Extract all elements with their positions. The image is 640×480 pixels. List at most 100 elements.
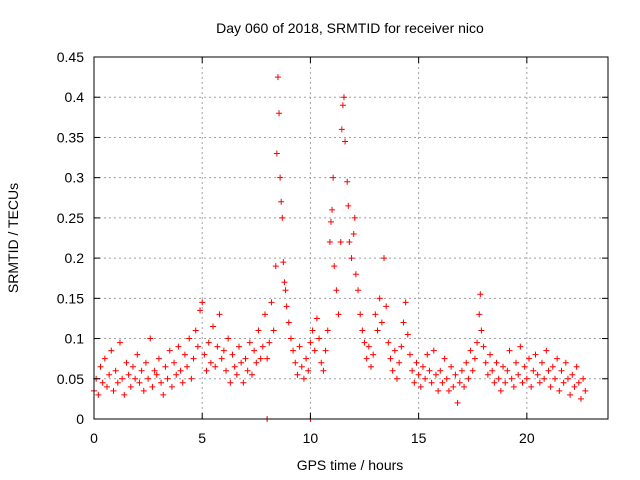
data-point [361, 339, 368, 346]
data-point [467, 347, 474, 354]
data-point [445, 387, 452, 394]
data-point [274, 74, 281, 81]
data-point [338, 126, 345, 133]
data-point [155, 355, 162, 362]
data-point [543, 347, 550, 354]
data-point [389, 367, 396, 374]
data-point [478, 327, 485, 334]
data-point [489, 367, 496, 374]
data-point [454, 399, 461, 406]
data-point [300, 375, 307, 382]
data-point [188, 375, 195, 382]
x-tick-label: 0 [90, 430, 98, 446]
data-point [463, 359, 470, 366]
data-point [123, 359, 130, 366]
grid-layer [94, 57, 608, 419]
data-point [476, 311, 483, 318]
data-point [519, 379, 526, 386]
data-point [372, 311, 379, 318]
data-point [305, 367, 312, 374]
x-tick-label: 20 [519, 430, 535, 446]
data-point [461, 383, 468, 390]
data-point [348, 255, 355, 262]
data-point [303, 355, 310, 362]
y-tick-label: 0.1 [65, 331, 85, 347]
x-tick-label: 10 [303, 430, 319, 446]
data-point [101, 355, 108, 362]
data-point [106, 371, 113, 378]
data-point [432, 371, 439, 378]
data-point [456, 379, 463, 386]
data-point [567, 391, 574, 398]
data-point [151, 367, 158, 374]
data-point [108, 347, 115, 354]
data-point [569, 371, 576, 378]
data-point [177, 367, 184, 374]
data-point [497, 387, 504, 394]
data-point [435, 387, 442, 394]
data-point [517, 343, 524, 350]
data-point [276, 110, 283, 117]
data-point [355, 287, 362, 294]
data-point [255, 327, 262, 334]
data-point [469, 367, 476, 374]
data-point [201, 351, 208, 358]
data-point [387, 355, 394, 362]
data-point [282, 287, 289, 294]
data-point [422, 375, 429, 382]
data-point [577, 395, 584, 402]
data-point [443, 375, 450, 382]
y-tick-label: 0.2 [65, 250, 85, 266]
data-point [556, 387, 563, 394]
data-point [214, 343, 221, 350]
data-point [495, 375, 502, 382]
data-point [491, 379, 498, 386]
data-point [424, 351, 431, 358]
data-point [227, 379, 234, 386]
data-point [452, 371, 459, 378]
data-point [383, 303, 390, 310]
data-point [345, 202, 352, 209]
data-point [477, 291, 484, 298]
y-tick-label: 0.4 [65, 89, 85, 105]
data-point [528, 383, 535, 390]
data-point [560, 379, 567, 386]
data-point [197, 307, 204, 314]
data-point [562, 359, 569, 366]
data-point [521, 363, 528, 370]
data-point [526, 355, 533, 362]
data-point [313, 315, 320, 322]
data-point [110, 387, 117, 394]
data-point [545, 367, 552, 374]
data-point [236, 343, 243, 350]
data-point [168, 383, 175, 390]
data-point [95, 391, 102, 398]
data-point [428, 379, 435, 386]
y-tick-label: 0.3 [65, 170, 85, 186]
y-tick-label: 0 [76, 411, 84, 427]
data-point [223, 367, 230, 374]
data-point [551, 375, 558, 382]
chart-title: Day 060 of 2018, SRMTID for receiver nic… [216, 20, 484, 36]
data-point [307, 339, 314, 346]
data-point [270, 327, 277, 334]
data-point [515, 371, 522, 378]
data-point [272, 263, 279, 270]
data-point [285, 319, 292, 326]
data-point [417, 383, 424, 390]
data-point [97, 363, 104, 370]
data-point [368, 363, 375, 370]
data-point [290, 347, 297, 354]
data-point [510, 383, 517, 390]
x-tick-label: 5 [198, 430, 206, 446]
data-point [513, 359, 520, 366]
data-point [119, 375, 126, 382]
data-point [138, 367, 145, 374]
data-point [541, 375, 548, 382]
data-point [149, 383, 156, 390]
data-point [404, 331, 411, 338]
data-point [351, 214, 358, 221]
data-point [251, 347, 258, 354]
data-point [147, 335, 154, 342]
